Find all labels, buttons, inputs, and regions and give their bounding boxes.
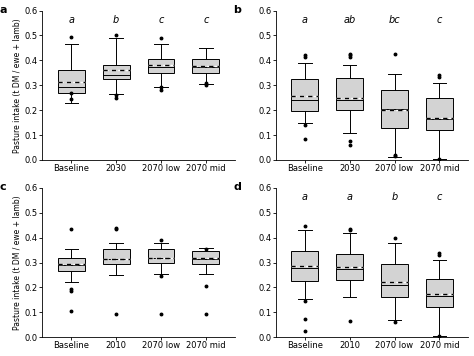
PathPatch shape [292,79,319,111]
PathPatch shape [192,251,219,264]
PathPatch shape [192,59,219,73]
PathPatch shape [381,90,408,127]
Text: c: c [0,182,7,192]
Text: c: c [437,15,442,25]
Text: ab: ab [344,15,356,25]
Text: a: a [68,15,74,25]
Text: c: c [203,15,209,25]
Text: c: c [158,15,164,25]
PathPatch shape [336,254,363,280]
PathPatch shape [58,70,85,93]
Text: bc: bc [389,15,401,25]
Text: b: b [113,15,119,25]
PathPatch shape [381,264,408,297]
Text: d: d [233,182,241,192]
PathPatch shape [103,249,130,264]
PathPatch shape [426,98,453,130]
Y-axis label: Pasture intake (t DM / ewe + lamb): Pasture intake (t DM / ewe + lamb) [13,195,22,330]
PathPatch shape [147,249,174,263]
PathPatch shape [292,251,319,281]
PathPatch shape [147,59,174,73]
Text: a: a [302,192,308,202]
Text: a: a [347,192,353,202]
Y-axis label: Pasture intake (t DM / ewe + lamb): Pasture intake (t DM / ewe + lamb) [13,18,22,153]
PathPatch shape [58,258,85,271]
Text: b: b [233,5,241,15]
PathPatch shape [336,78,363,110]
Text: a: a [302,15,308,25]
Text: a: a [0,5,8,15]
PathPatch shape [426,279,453,307]
Text: b: b [392,192,398,202]
Text: c: c [437,192,442,202]
PathPatch shape [103,66,130,79]
